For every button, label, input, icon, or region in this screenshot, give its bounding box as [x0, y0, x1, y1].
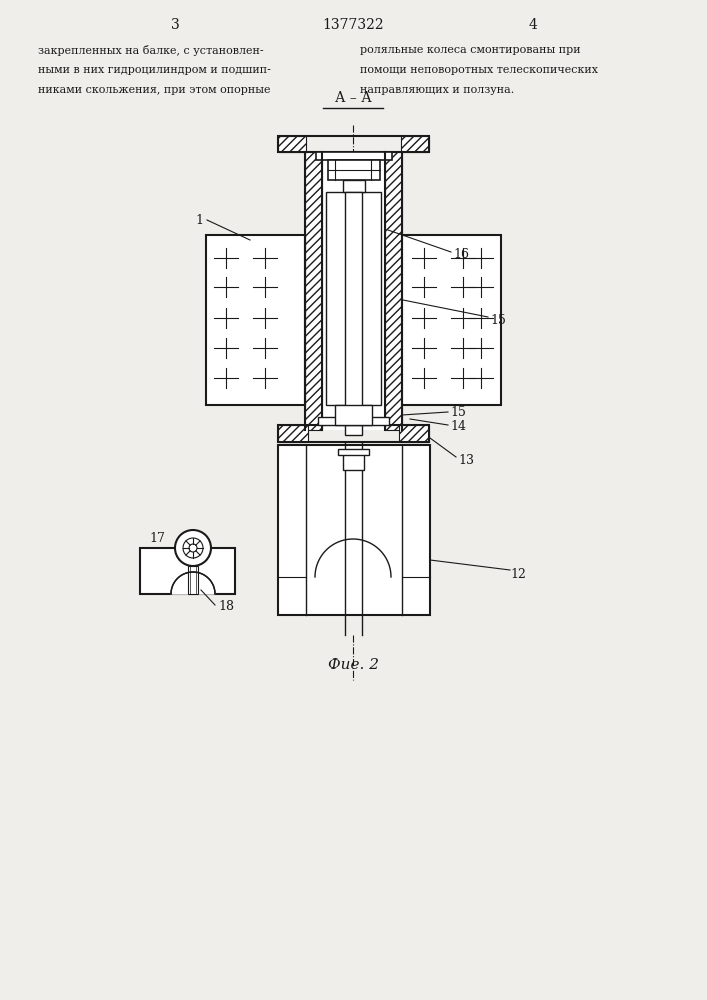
Text: 1377322: 1377322	[322, 18, 384, 32]
Bar	[335, 405, 372, 425]
Bar	[278, 425, 308, 442]
Bar	[401, 136, 429, 152]
Bar	[326, 192, 381, 405]
Bar	[385, 152, 402, 430]
Text: 1: 1	[195, 214, 203, 227]
Bar	[316, 152, 392, 160]
Bar	[278, 425, 429, 442]
Bar	[402, 235, 501, 405]
Text: 16: 16	[453, 248, 469, 261]
Text: ными в них гидроцилиндром и подшип-: ными в них гидроцилиндром и подшип-	[38, 65, 271, 75]
Text: помощи неповоротных телескопических: помощи неповоротных телескопических	[360, 65, 598, 75]
Bar	[322, 152, 385, 430]
Text: 15: 15	[490, 314, 506, 326]
Text: 18: 18	[218, 600, 234, 613]
Text: 17: 17	[149, 532, 165, 544]
Text: направляющих и ползуна.: направляющих и ползуна.	[360, 85, 514, 95]
Text: роляльные колеса смонтированы при: роляльные колеса смонтированы при	[360, 45, 580, 55]
Circle shape	[183, 538, 203, 558]
Bar	[206, 235, 305, 405]
Bar	[345, 192, 362, 435]
Bar	[188, 566, 198, 594]
Text: 15: 15	[450, 406, 466, 420]
Bar	[338, 449, 369, 455]
Circle shape	[189, 544, 197, 552]
Circle shape	[175, 530, 211, 566]
Text: 4: 4	[529, 18, 537, 32]
Text: 14: 14	[450, 420, 466, 434]
Polygon shape	[171, 572, 215, 594]
Text: закрепленных на балке, с установлен-: закрепленных на балке, с установлен-	[38, 44, 264, 55]
Text: 3: 3	[170, 18, 180, 32]
Bar	[328, 160, 380, 180]
Text: Фие. 2: Фие. 2	[327, 658, 378, 672]
Text: 12: 12	[510, 568, 526, 582]
Bar	[140, 548, 235, 594]
Bar	[337, 411, 370, 417]
Bar	[343, 450, 364, 470]
Bar	[278, 136, 429, 152]
Text: А – А: А – А	[334, 91, 371, 105]
Bar	[305, 152, 322, 430]
Bar	[278, 445, 430, 615]
Text: 13: 13	[458, 454, 474, 466]
Bar	[399, 425, 429, 442]
Bar	[318, 417, 389, 425]
Bar	[343, 180, 365, 192]
Bar	[278, 136, 306, 152]
Text: никами скольжения, при этом опорные: никами скольжения, при этом опорные	[38, 85, 271, 95]
